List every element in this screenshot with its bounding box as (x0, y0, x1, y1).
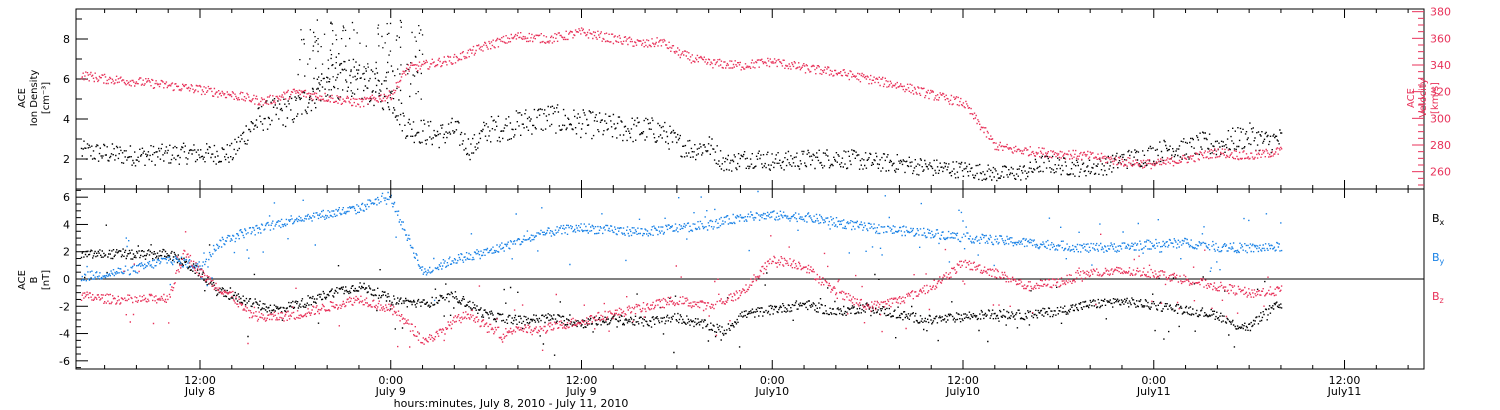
velocity-tick-label: 340 (1430, 59, 1451, 72)
field-tick-label: 4 (63, 218, 70, 231)
top-right-axis: 260 280 300 320 340 360 380 (1412, 6, 1451, 186)
velocity-series (80, 27, 1283, 170)
legend-bz-sub: z (1440, 296, 1444, 305)
x-tick-label-date: July 9 (565, 385, 596, 398)
field-tick-label: 6 (63, 191, 70, 204)
x-tick-label-time: 0:00 (760, 374, 785, 387)
field-tick-label: -4 (59, 328, 70, 341)
legend-bx-sub: x (1440, 218, 1445, 227)
x-tick-label-date: July 9 (375, 385, 406, 398)
bottom-series (80, 190, 1283, 356)
legend-bx: Bx (1432, 212, 1445, 227)
x-tick-label-date: July10 (754, 385, 789, 398)
density-label-line2: Ion Density (29, 70, 40, 127)
legend-by-sub: y (1440, 257, 1445, 266)
legend-bx-name: B (1432, 212, 1440, 225)
field-tick-label: -6 (59, 355, 70, 368)
velocity-label-line3: [km/s] (1430, 82, 1441, 114)
bottom-left-axis: -6 -4 -2 0 2 4 6 (59, 189, 88, 369)
field-tick-label: 0 (63, 273, 70, 286)
x-tick-label-time: 12:00 (947, 374, 979, 387)
density-label-line3: [cm⁻³] (41, 82, 52, 114)
legend-by-name: B (1432, 251, 1440, 264)
x-tick-label-time: 12:00 (1329, 374, 1361, 387)
series-bx (80, 224, 1283, 356)
field-label-line1: ACE (17, 270, 28, 290)
legend: Bx By Bz (1432, 212, 1445, 305)
density-tick-label: 6 (63, 73, 70, 86)
x-tick-label-date: July10 (945, 385, 980, 398)
velocity-tick-label: 260 (1430, 166, 1451, 179)
velocity-tick-label: 280 (1430, 139, 1451, 152)
x-tick-label-time: 0:00 (1141, 374, 1166, 387)
density-tick-label: 8 (63, 33, 70, 46)
field-tick-label: -2 (59, 300, 70, 313)
top-panel: 2 4 6 8 260 280 300 320 340 360 380 ACE Ion Densi… (17, 6, 1451, 190)
field-label-line3: [nT] (41, 270, 52, 290)
bottom-panel: -6 -4 -2 0 2 4 6 ACE B [nT] Bx By Bz (17, 188, 1445, 370)
velocity-tick-label: 320 (1430, 86, 1451, 99)
series-by (80, 190, 1283, 302)
x-tick-label-date: July11 (1327, 385, 1362, 398)
velocity-label-line1: ACE (1406, 88, 1417, 108)
top-series (80, 19, 1283, 182)
field-tick-label: 2 (63, 246, 70, 259)
x-tick-label-date: July11 (1136, 385, 1171, 398)
density-series (80, 53, 1283, 182)
x-tick-label-time: 0:00 (378, 374, 403, 387)
x-tick-label-time: 12:00 (184, 374, 216, 387)
density-outliers (295, 19, 424, 101)
legend-bz: Bz (1432, 290, 1444, 305)
velocity-tick-label: 360 (1430, 32, 1451, 45)
x-axis-title: hours:minutes, July 8, 2010 - July 11, 2… (394, 397, 629, 410)
legend-bz-name: B (1432, 290, 1440, 303)
legend-by: By (1432, 251, 1445, 266)
velocity-label-line2: Velocity (1418, 78, 1429, 117)
field-label-line2: B (29, 276, 40, 283)
density-label-line1: ACE (17, 88, 28, 108)
velocity-tick-label: 380 (1430, 6, 1451, 19)
density-tick-label: 4 (63, 113, 70, 126)
x-tick-label-time: 12:00 (566, 374, 598, 387)
density-tick-label: 2 (63, 153, 70, 166)
velocity-tick-label: 300 (1430, 112, 1451, 125)
x-tick-label-date: July 8 (184, 385, 215, 398)
